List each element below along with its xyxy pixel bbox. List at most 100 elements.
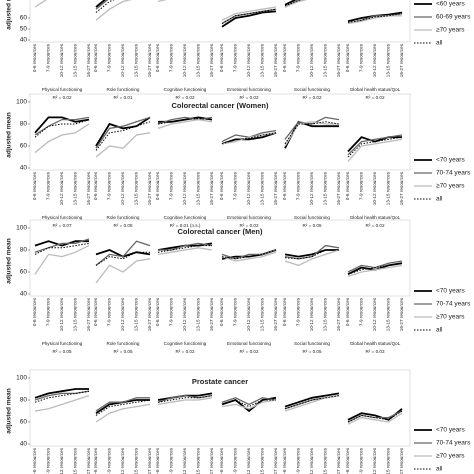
x-tick-label: 16-27 resources [336,297,341,331]
x-tick-label: 0-6 resources [282,297,287,326]
group-note: R² = 0.02 [52,95,71,100]
series-line [95,251,150,266]
y-tick-label: 80 [20,397,28,404]
y-tick-label: 100 [16,99,27,106]
x-tick-label: 10-12 resources [246,447,251,474]
x-tick-label: 7-9 resources [107,447,112,474]
x-tick-label: 7-9 resources [359,43,364,72]
series-line [34,394,90,412]
x-tick-label: 7-9 resources [296,43,301,72]
series-line [221,399,276,408]
x-tick-label: 13-15 resources [260,43,265,77]
series-line [34,390,90,403]
series-line [95,399,151,416]
x-tick-label: 7-9 resources [233,171,238,200]
series-line [34,388,89,399]
x-tick-label: 13-15 resources [73,43,78,77]
series-line [347,264,403,278]
legend-label: ≥70 years [436,27,465,34]
y-axis-label: adjusted mean [6,238,13,284]
series-line [284,392,340,408]
series-line [95,240,151,266]
series-line [34,123,90,154]
panel-title: Colorectal cancer (Men) [177,227,263,236]
x-tick-label: 16-27 resources [147,43,152,77]
group-label: Emotional functioning [227,341,271,346]
x-tick-label: 13-15 resources [386,297,391,331]
x-tick-label: 7-9 resources [296,171,301,200]
x-tick-label: 13-15 resources [260,297,265,331]
x-tick-label: 0-6 resources [219,297,224,326]
group-note: R² = 0.02 [302,95,321,100]
x-tick-label: 0-6 resources [345,297,350,326]
x-tick-label: 16-27 resources [336,43,341,77]
group-label: Role functioning [107,341,140,346]
x-tick-label: 7-9 resources [169,297,174,326]
x-tick-label: 10-12 resources [59,171,64,205]
group-label: Cognitive functioning [164,87,207,92]
group-label: Role functioning [107,215,140,220]
series-line [34,0,47,8]
group-note: R² = 0.05 [302,349,321,354]
x-tick-label: 16-27 resources [273,171,278,205]
panel-title: Prostate cancer [192,377,248,386]
series-line [221,6,277,21]
x-tick-label: 10-12 resources [246,297,251,331]
series-line [221,8,277,24]
x-tick-label: 10-12 resources [182,297,187,331]
y-tick-label: 50 [20,26,28,33]
x-tick-label: 16-27 resources [86,297,91,331]
x-tick-label: 10-12 resources [246,43,251,77]
group-note: R² = 0.02 [239,349,258,354]
x-tick-label: 0-6 resources [345,171,350,200]
group-label: Emotional functioning [227,87,271,92]
legend-label: <70 years [436,427,465,434]
series-line [95,403,151,423]
series-line [221,249,277,260]
legend-label: ≥70 years [436,183,465,190]
series-line [157,397,213,406]
group-label: Role functioning [107,87,140,92]
x-tick-label: 10-12 resources [372,447,377,474]
legend-label: all [436,196,443,203]
y-tick-label: 60 [20,15,28,22]
x-tick-label: 13-15 resources [73,171,78,205]
x-tick-label: 16-27 resources [336,171,341,205]
x-tick-label: 16-27 resources [209,43,214,77]
x-tick-label: 10-12 resources [182,43,187,77]
x-tick-label: 13-15 resources [323,171,328,205]
plot-frame [29,369,411,447]
plot-frame [29,0,411,43]
series-line [95,121,151,151]
y-tick-label: 40 [20,165,28,172]
x-tick-label: 0-6 resources [93,447,98,474]
group-label: Physical functioning [42,341,83,346]
x-tick-label: 10-12 resources [59,43,64,77]
x-tick-label: 0-6 resources [93,297,98,326]
y-tick-label: 60 [20,143,28,150]
x-tick-label: 10-12 resources [246,171,251,205]
x-tick-label: 16-27 resources [147,297,152,331]
series-line [34,116,90,136]
series-line [284,249,340,267]
group-note: R² = 0.02 [239,95,258,100]
series-line [347,136,402,153]
group-note: R² = 0.02 [175,349,194,354]
x-tick-label: 0-6 resources [345,447,350,474]
series-line [95,132,151,158]
x-tick-label: 0-6 resources [282,43,287,72]
group-label: Global health status/QoL [350,341,401,346]
series-line [221,251,277,262]
x-tick-label: 0-6 resources [282,447,287,474]
legend-label: <70 years [436,157,465,164]
x-tick-label: 7-9 resources [46,43,51,72]
group-label: Physical functioning [42,215,83,220]
series-line [347,15,402,25]
x-tick-label: 16-27 resources [273,43,278,77]
series-line [95,0,109,10]
y-tick-label: 40 [20,37,28,44]
y-tick-label: 100 [16,375,27,382]
y-tick-label: 40 [20,291,28,298]
x-tick-label: 7-9 resources [233,447,238,474]
series-line [221,397,277,406]
